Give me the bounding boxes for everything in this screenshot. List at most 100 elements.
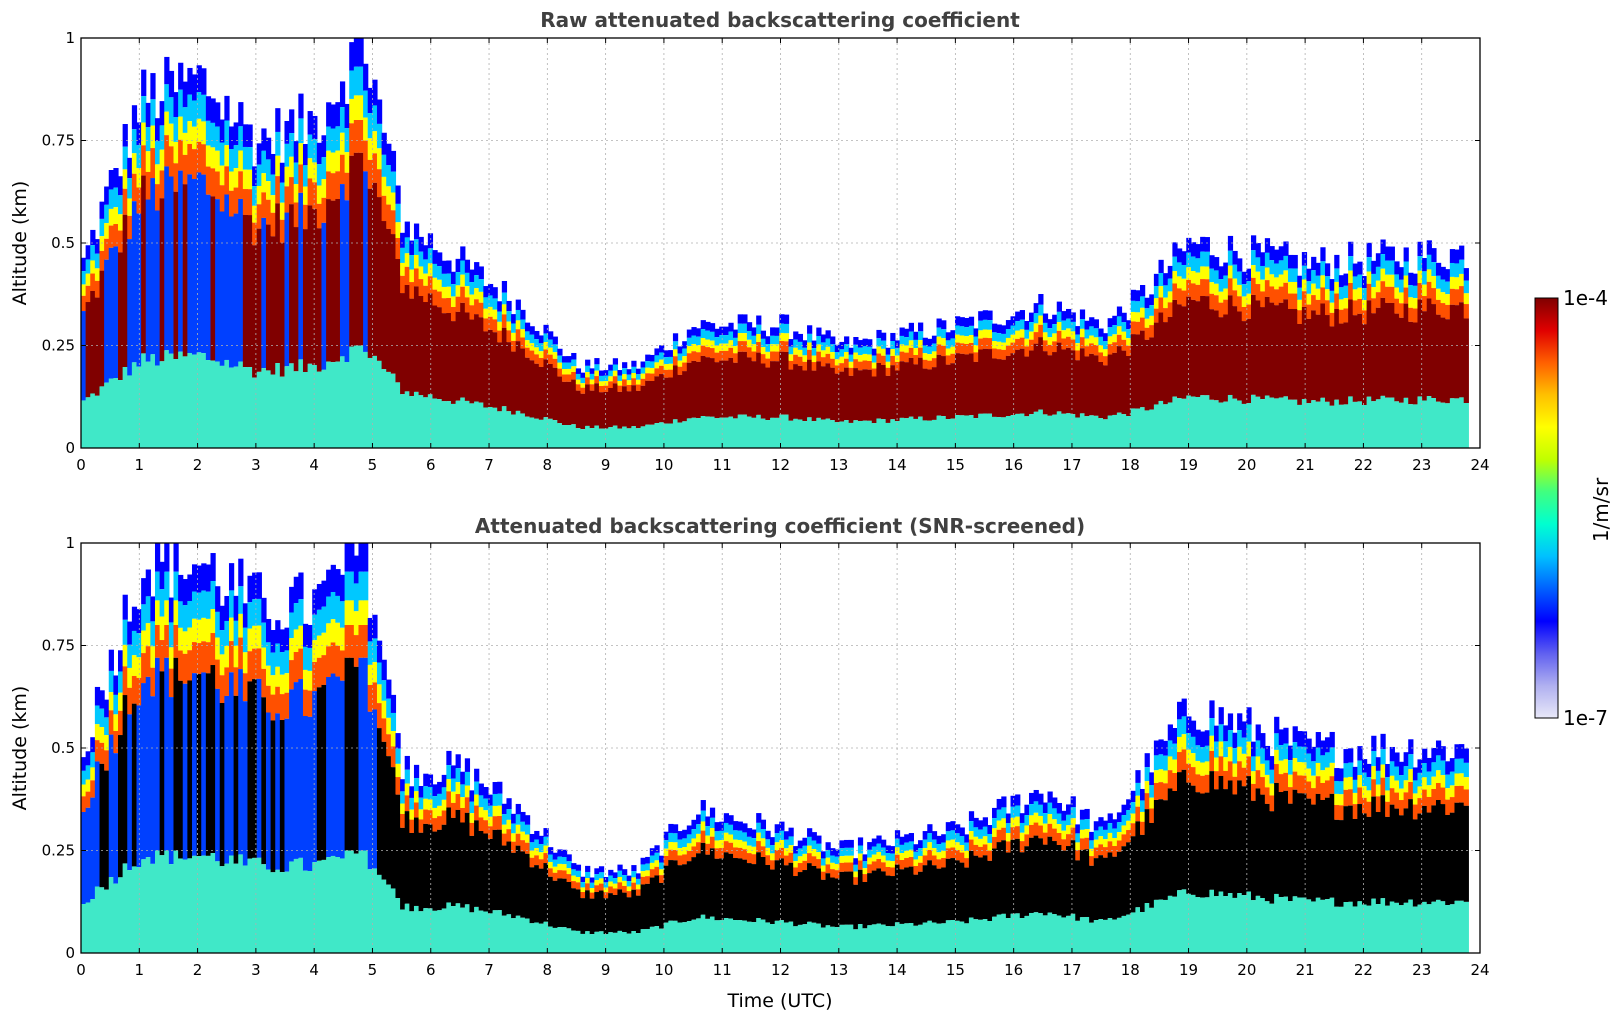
heatmap-cell	[1163, 899, 1169, 953]
heatmap-cell	[765, 358, 771, 368]
heatmap-cell	[548, 868, 554, 877]
heatmap-cell	[982, 817, 988, 827]
heatmap-cell	[654, 423, 660, 448]
heatmap-cell	[136, 167, 142, 188]
heatmap-cell	[774, 833, 780, 843]
heatmap-cell	[959, 335, 965, 344]
heatmap-cell	[386, 371, 392, 448]
heatmap-cell	[1042, 813, 1049, 824]
heatmap-cell	[460, 302, 466, 398]
heatmap-cell	[631, 378, 637, 386]
heatmap-cell	[862, 369, 868, 421]
heatmap-cell	[404, 903, 410, 953]
heatmap-cell	[548, 347, 554, 355]
heatmap-cell	[811, 362, 817, 371]
heatmap-cell	[446, 313, 452, 402]
panel-screened-x-label: Time (UTC)	[726, 990, 832, 1012]
heatmap-cell	[307, 624, 313, 648]
heatmap-cell	[825, 418, 831, 448]
heatmap-cell	[330, 642, 336, 674]
heatmap-cell	[1278, 745, 1284, 761]
heatmap-cell	[474, 906, 480, 953]
heatmap-cell	[1250, 235, 1257, 251]
heatmap-cell	[1403, 247, 1409, 262]
heatmap-cell	[302, 144, 309, 166]
heatmap-cell	[298, 679, 304, 858]
heatmap-cell	[363, 571, 369, 601]
heatmap-cell	[677, 848, 683, 856]
heatmap-cell	[469, 305, 475, 320]
heatmap-cell	[686, 861, 693, 922]
heatmap-cell	[1315, 793, 1321, 898]
heatmap-cell	[437, 793, 443, 806]
heatmap-cell	[210, 168, 216, 197]
heatmap-cell	[890, 846, 896, 854]
heatmap-cell	[561, 856, 568, 865]
heatmap-cell	[1103, 365, 1109, 420]
heatmap-cell	[1389, 775, 1395, 789]
heatmap-cell	[265, 642, 272, 666]
heatmap-cell	[316, 635, 323, 658]
heatmap-cell	[487, 295, 494, 307]
heatmap-cell	[765, 839, 771, 848]
heatmap-cell	[557, 870, 563, 879]
heatmap-cell	[1038, 804, 1044, 816]
heatmap-cell	[992, 836, 998, 849]
heatmap-cell	[538, 835, 545, 845]
heatmap-cell	[289, 133, 295, 157]
heatmap-cell	[682, 922, 688, 953]
heatmap-cell	[774, 849, 780, 861]
heatmap-cell	[1038, 337, 1044, 410]
heatmap-cell	[848, 422, 854, 448]
heatmap-cell	[1214, 270, 1220, 284]
heatmap-cell	[1038, 825, 1044, 839]
heatmap-cell	[668, 356, 674, 364]
heatmap-cell	[737, 920, 743, 953]
heatmap-cell	[395, 733, 401, 749]
heatmap-cell	[733, 346, 739, 354]
heatmap-cell	[964, 858, 970, 868]
heatmap-cell	[696, 833, 702, 843]
heatmap-cell	[640, 385, 646, 427]
heatmap-cell	[709, 416, 716, 448]
heatmap-cell	[1112, 856, 1118, 920]
heatmap-cell	[733, 418, 739, 448]
heatmap-cell	[196, 141, 202, 173]
heatmap-cell	[1190, 283, 1197, 300]
heatmap-cell	[1463, 293, 1469, 305]
heatmap-cell	[733, 353, 739, 363]
heatmap-cell	[686, 346, 693, 354]
heatmap-cell	[894, 347, 901, 356]
heatmap-cell	[506, 829, 512, 842]
heatmap-cell	[1075, 350, 1081, 361]
heatmap-cell	[1463, 805, 1469, 902]
heatmap-cell	[1352, 779, 1358, 793]
heatmap-cell	[1385, 816, 1391, 906]
heatmap-cell	[770, 344, 776, 352]
heatmap-cell	[686, 825, 693, 835]
heatmap-cell	[358, 95, 364, 120]
heatmap-cell	[1269, 783, 1275, 796]
heatmap-cell	[682, 829, 688, 839]
heatmap-cell	[1394, 902, 1400, 953]
heatmap-cell	[238, 669, 244, 855]
heatmap-cell	[844, 924, 850, 953]
heatmap-cell	[168, 353, 175, 448]
heatmap-cell	[1098, 336, 1104, 346]
heatmap-cell	[825, 842, 831, 850]
heatmap-cell	[1121, 815, 1127, 826]
heatmap-cell	[335, 645, 341, 677]
heatmap-cell	[737, 847, 743, 859]
heatmap-cell	[733, 839, 739, 848]
heatmap-cell	[936, 318, 942, 328]
heatmap-cell	[1329, 405, 1335, 448]
heatmap-cell	[538, 868, 545, 924]
heatmap-cell	[1449, 398, 1456, 448]
heatmap-cell	[1264, 774, 1271, 788]
heatmap-cell	[982, 310, 988, 320]
heatmap-cell	[825, 873, 831, 926]
heatmap-cell	[1445, 814, 1451, 906]
heatmap-cell	[344, 657, 350, 851]
heatmap-cell	[450, 321, 457, 404]
heatmap-cell	[862, 360, 868, 370]
